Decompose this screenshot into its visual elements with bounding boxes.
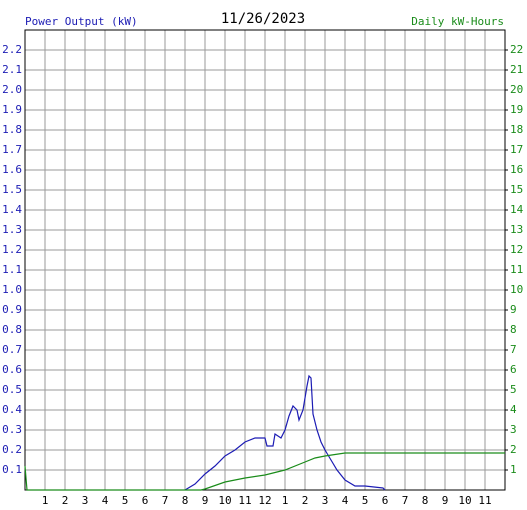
y2-tick-label: 19: [510, 103, 523, 116]
x-tick-label: 6: [142, 494, 149, 507]
x-tick-label: 4: [102, 494, 109, 507]
y2-tick-label: 9: [510, 303, 517, 316]
y-tick-label: 2.0: [2, 83, 22, 96]
y2-tick-label: 1: [510, 463, 517, 476]
x-tick-label: 12: [258, 494, 271, 507]
x-tick-label: 1: [42, 494, 49, 507]
y-tick-label: 0.3: [2, 423, 22, 436]
x-tick-label: 8: [182, 494, 189, 507]
y2-tick-label: 2: [510, 443, 517, 456]
x-tick-label: 9: [442, 494, 449, 507]
x-tick-label: 5: [122, 494, 129, 507]
series-line: [184, 374, 386, 491]
y-tick-label: 2.2: [2, 43, 22, 56]
x-tick-label: 7: [162, 494, 169, 507]
y2-tick-label: 7: [510, 343, 517, 356]
x-tick-label: 3: [82, 494, 89, 507]
y-tick-label: 1.9: [2, 103, 22, 116]
x-tick-label: 11: [238, 494, 251, 507]
y-tick-label: 1.3: [2, 223, 22, 236]
chart-title: 11/26/2023: [221, 11, 305, 27]
y2-tick-label: 18: [510, 123, 523, 136]
y-tick-label: 1.1: [2, 263, 22, 276]
plot-border: [24, 29, 506, 491]
y-tick-label: 1.7: [2, 143, 22, 156]
y-tick-label: 1.8: [2, 123, 22, 136]
x-tick-label: 7: [402, 494, 409, 507]
y-tick-label: 0.2: [2, 443, 22, 456]
y-tick-label: 1.5: [2, 183, 22, 196]
x-tick-label: 11: [478, 494, 491, 507]
x-tick-label: 2: [62, 494, 69, 507]
y2-tick-label: 4: [510, 403, 517, 416]
x-tick-label: 10: [218, 494, 231, 507]
y2-tick-label: 22: [510, 43, 523, 56]
y-tick-label: 1.0: [2, 283, 22, 296]
x-tick-label: 6: [382, 494, 389, 507]
y2-tick-label: 5: [510, 383, 517, 396]
x-tick-label: 10: [458, 494, 471, 507]
x-tick-label: 4: [342, 494, 349, 507]
series-line: [24, 452, 505, 491]
y2-tick-label: 17: [510, 143, 523, 156]
y-tick-label: 0.6: [2, 363, 22, 376]
y2-tick-label: 15: [510, 183, 523, 196]
y2-tick-label: 6: [510, 363, 517, 376]
y2-tick-label: 14: [510, 203, 524, 216]
x-tick-label: 8: [422, 494, 429, 507]
y-tick-label: 0.1: [2, 463, 22, 476]
x-tick-label: 3: [322, 494, 329, 507]
y2-tick-label: 12: [510, 243, 523, 256]
y2-tick-label: 8: [510, 323, 517, 336]
y-tick-label: 0.8: [2, 323, 22, 336]
y-tick-label: 1.4: [2, 203, 22, 216]
y2-tick-label: 11: [510, 263, 523, 276]
y-tick-label: 1.6: [2, 163, 22, 176]
y2-tick-label: 13: [510, 223, 523, 236]
x-tick-label: 9: [202, 494, 209, 507]
y2-tick-label: 20: [510, 83, 523, 96]
y-tick-label: 2.1: [2, 63, 22, 76]
y2-tick-label: 10: [510, 283, 523, 296]
y-tick-label: 1.2: [2, 243, 22, 256]
y2-tick-label: 21: [510, 63, 523, 76]
y2-tick-label: 3: [510, 423, 517, 436]
x-tick-label: 2: [302, 494, 309, 507]
y-tick-label: 0.4: [2, 403, 22, 416]
y-tick-label: 0.7: [2, 343, 22, 356]
x-tick-label: 1: [282, 494, 289, 507]
y2-tick-label: 16: [510, 163, 523, 176]
y-tick-label: 0.9: [2, 303, 22, 316]
y-tick-label: 0.5: [2, 383, 22, 396]
y2-axis-label: Daily kW-Hours: [411, 15, 504, 28]
y-axis-label: Power Output (kW): [25, 15, 138, 28]
x-tick-label: 5: [362, 494, 369, 507]
